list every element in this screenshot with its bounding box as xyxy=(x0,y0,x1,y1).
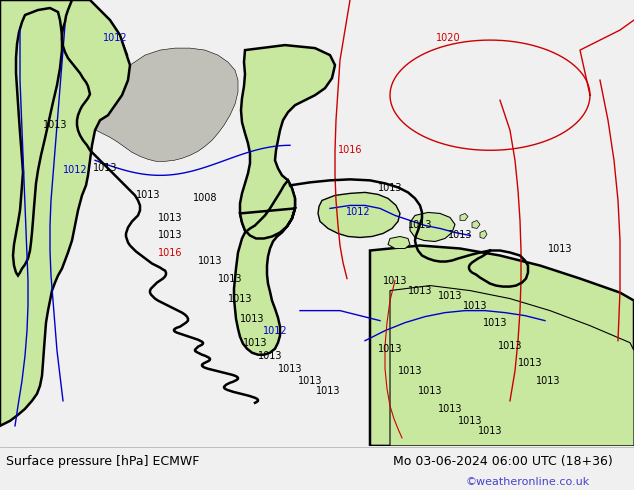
Text: 1013: 1013 xyxy=(378,343,402,354)
Text: 1013: 1013 xyxy=(408,220,432,230)
Polygon shape xyxy=(410,213,455,242)
Text: 1013: 1013 xyxy=(93,163,117,173)
Text: 1013: 1013 xyxy=(42,120,67,130)
Text: 1013: 1013 xyxy=(498,341,522,351)
Text: 1013: 1013 xyxy=(548,244,573,253)
Text: 1013: 1013 xyxy=(478,426,502,436)
Polygon shape xyxy=(234,180,295,355)
Text: 1013: 1013 xyxy=(408,286,432,295)
Polygon shape xyxy=(460,214,468,220)
Text: 1013: 1013 xyxy=(278,364,302,374)
Polygon shape xyxy=(0,0,130,426)
Text: Mo 03-06-2024 06:00 UTC (18+36): Mo 03-06-2024 06:00 UTC (18+36) xyxy=(393,455,613,468)
Text: 1013: 1013 xyxy=(158,230,182,241)
Text: 1013: 1013 xyxy=(158,214,182,223)
Text: Surface pressure [hPa] ECMWF: Surface pressure [hPa] ECMWF xyxy=(6,455,200,468)
Text: 1013: 1013 xyxy=(383,275,407,286)
Text: 1013: 1013 xyxy=(448,230,472,241)
Text: 1012: 1012 xyxy=(63,165,87,175)
Text: 1013: 1013 xyxy=(437,291,462,300)
Polygon shape xyxy=(28,0,128,261)
Polygon shape xyxy=(472,220,480,228)
Text: 1013: 1013 xyxy=(518,358,542,368)
Text: 1012: 1012 xyxy=(103,33,127,43)
Text: 1013: 1013 xyxy=(398,366,422,376)
Text: 1008: 1008 xyxy=(193,194,217,203)
Text: 1013: 1013 xyxy=(228,294,252,304)
Text: 1012: 1012 xyxy=(262,326,287,336)
Text: 1012: 1012 xyxy=(346,207,370,218)
Polygon shape xyxy=(480,230,487,239)
Polygon shape xyxy=(370,245,634,446)
Text: 1013: 1013 xyxy=(136,191,160,200)
Text: 1013: 1013 xyxy=(378,183,402,194)
Polygon shape xyxy=(388,237,410,248)
Polygon shape xyxy=(92,48,238,161)
Polygon shape xyxy=(318,193,400,238)
Text: 1013: 1013 xyxy=(463,301,488,311)
Polygon shape xyxy=(390,286,634,446)
Text: 1013: 1013 xyxy=(217,273,242,284)
Text: 1013: 1013 xyxy=(243,338,268,348)
Text: 1020: 1020 xyxy=(436,33,460,43)
Polygon shape xyxy=(13,8,62,275)
Text: 1013: 1013 xyxy=(240,314,264,323)
Text: 1013: 1013 xyxy=(437,404,462,414)
Text: 1013: 1013 xyxy=(458,416,482,426)
Text: 1016: 1016 xyxy=(338,146,362,155)
Text: 1013: 1013 xyxy=(258,351,282,361)
Text: 1013: 1013 xyxy=(316,386,340,396)
Text: 1013: 1013 xyxy=(198,255,223,266)
Text: 1013: 1013 xyxy=(418,386,443,396)
Text: 1016: 1016 xyxy=(158,247,182,258)
Text: ©weatheronline.co.uk: ©weatheronline.co.uk xyxy=(466,477,590,487)
Polygon shape xyxy=(240,45,335,239)
Text: 1013: 1013 xyxy=(298,376,322,386)
Text: 1013: 1013 xyxy=(536,376,560,386)
Text: 1013: 1013 xyxy=(482,318,507,328)
